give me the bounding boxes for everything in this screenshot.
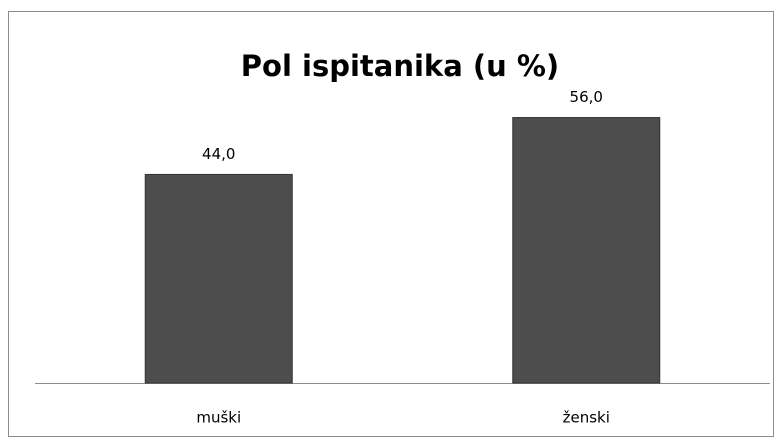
value-label: 44,0 bbox=[202, 145, 235, 163]
bar bbox=[512, 117, 661, 384]
value-label: 56,0 bbox=[570, 88, 603, 106]
x-tick-label: muški bbox=[196, 409, 241, 427]
x-tick-label: ženski bbox=[563, 409, 610, 427]
chart-title: Pol ispitanika (u %) bbox=[241, 49, 559, 83]
bar bbox=[144, 173, 293, 384]
